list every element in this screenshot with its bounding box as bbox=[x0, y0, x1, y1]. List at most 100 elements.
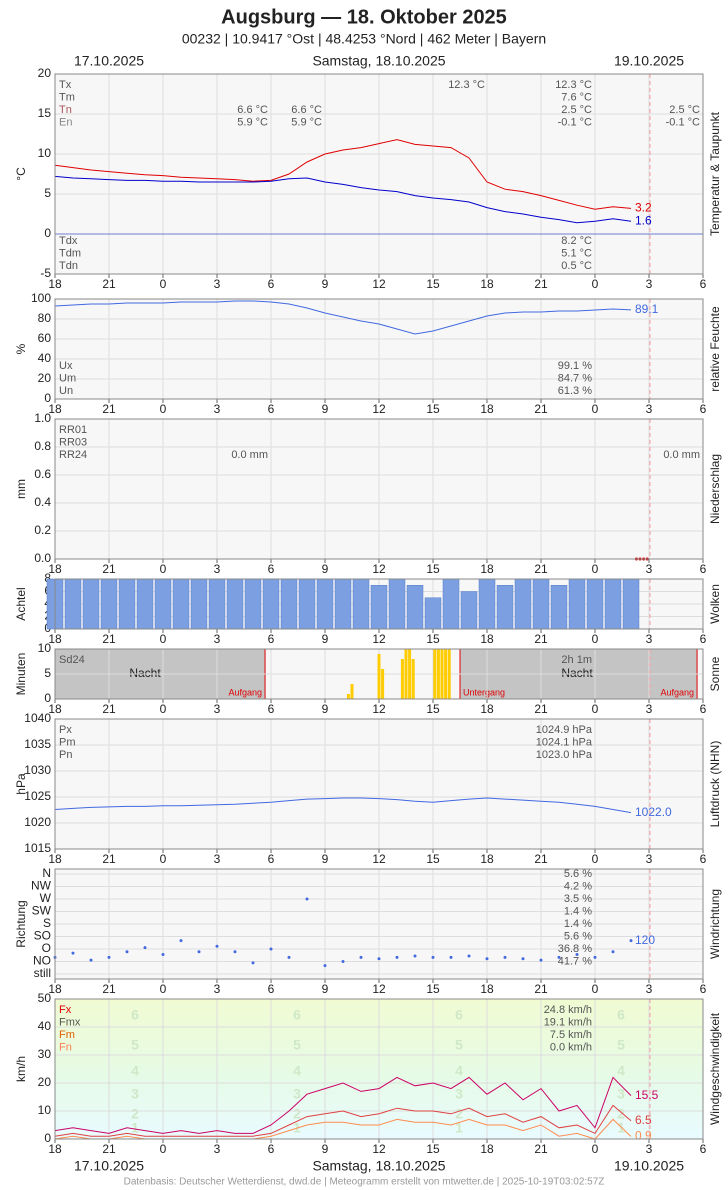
y-tick-label: 10 bbox=[38, 146, 52, 160]
stat-value: 2.5 °C bbox=[669, 104, 700, 116]
x-tick-label: 21 bbox=[534, 982, 548, 996]
bar bbox=[440, 649, 444, 699]
x-tick-label: 3 bbox=[214, 852, 221, 866]
date-label: 17.10.2025 bbox=[74, 1158, 144, 1174]
side-label: Windrichtung bbox=[708, 889, 722, 959]
stat-label: Tn bbox=[59, 104, 72, 116]
point bbox=[179, 939, 183, 943]
series-line bbox=[54, 1104, 632, 1137]
stat-value: 5.9 °C bbox=[291, 116, 322, 128]
bar bbox=[604, 578, 622, 630]
x-tick-label: 18 bbox=[48, 1142, 62, 1156]
stat-label: Px bbox=[59, 724, 72, 736]
end-value-label: 1.6 bbox=[635, 213, 652, 227]
point bbox=[305, 897, 309, 901]
stat-value: 19.1 km/h bbox=[544, 1016, 592, 1028]
y-tick-label: 10 bbox=[38, 1103, 52, 1117]
point bbox=[467, 954, 471, 958]
date-label: 19.10.2025 bbox=[614, 1158, 684, 1174]
bar bbox=[334, 578, 352, 630]
stat-label: Fm bbox=[59, 1029, 75, 1041]
bar bbox=[172, 578, 190, 630]
x-tick-label: 18 bbox=[480, 1142, 494, 1156]
stat-label: Sd24 bbox=[59, 654, 85, 666]
y-tick-label: 0.6 bbox=[34, 467, 51, 481]
x-tick-label: 0 bbox=[160, 982, 167, 996]
direction-share: 41.7 % bbox=[558, 955, 592, 967]
plot-frame bbox=[54, 998, 704, 1140]
beaufort-label: 4 bbox=[293, 1063, 301, 1079]
x-tick-label: 21 bbox=[534, 277, 548, 291]
stat-value: 84.7 % bbox=[558, 372, 592, 384]
y-tick-label: 100 bbox=[31, 291, 51, 305]
sun-event-label: Untergang bbox=[463, 687, 505, 697]
point bbox=[611, 950, 615, 954]
y-tick-label: 0.8 bbox=[34, 439, 51, 453]
bar bbox=[262, 578, 280, 630]
stat-label: Fx bbox=[59, 1004, 72, 1016]
x-tick-label: 9 bbox=[322, 562, 329, 576]
side-label: Niederschlag bbox=[708, 454, 722, 524]
stat-value: 8.2 °C bbox=[561, 235, 592, 247]
beaufort-label: 6 bbox=[293, 1007, 301, 1023]
y-tick-label: 0 bbox=[44, 1131, 51, 1145]
x-tick-label: 3 bbox=[214, 702, 221, 716]
y-tick-label: 15 bbox=[38, 106, 52, 120]
footer: Datenbasis: Deutscher Wetterdienst, dwd.… bbox=[124, 1177, 605, 1188]
x-tick-label: 21 bbox=[102, 402, 116, 416]
x-tick-label: 3 bbox=[646, 632, 653, 646]
x-tick-label: 21 bbox=[534, 402, 548, 416]
end-value-label: 15.5 bbox=[635, 1088, 659, 1102]
beaufort-label: 2 bbox=[131, 1106, 139, 1122]
x-tick-label: 18 bbox=[480, 277, 494, 291]
series-line bbox=[54, 1076, 632, 1134]
point bbox=[287, 955, 291, 959]
series-line bbox=[54, 175, 632, 224]
y-tick-label: 5 bbox=[44, 666, 51, 680]
x-tick-label: 18 bbox=[48, 277, 62, 291]
x-tick-label: 18 bbox=[480, 852, 494, 866]
x-tick-label: 21 bbox=[102, 1142, 116, 1156]
bar bbox=[400, 659, 404, 699]
y-tick-label: still bbox=[34, 966, 51, 980]
stat-label: Ux bbox=[59, 360, 73, 372]
stat-value: 7.6 °C bbox=[561, 91, 592, 103]
x-tick-label: 15 bbox=[426, 277, 440, 291]
stat-value: 0.5 °C bbox=[561, 260, 592, 272]
night-label: Nacht bbox=[129, 666, 161, 680]
bar bbox=[532, 578, 550, 630]
end-value-label: 1022.0 bbox=[635, 805, 672, 819]
y-tick-label: NW bbox=[31, 879, 52, 893]
y-tick-label: 1025 bbox=[24, 789, 51, 803]
y-tick-label: SO bbox=[34, 929, 51, 943]
x-tick-label: 0 bbox=[160, 562, 167, 576]
x-tick-label: 0 bbox=[592, 982, 599, 996]
bar bbox=[586, 578, 604, 630]
stat-value: -0.1 °C bbox=[558, 116, 592, 128]
x-tick-label: 6 bbox=[268, 982, 275, 996]
bar bbox=[82, 578, 100, 630]
stat-label: RR24 bbox=[59, 449, 87, 461]
point bbox=[431, 955, 435, 959]
x-tick-label: 3 bbox=[214, 277, 221, 291]
x-tick-label: 0 bbox=[592, 852, 599, 866]
side-label: relative Feuchte bbox=[708, 306, 722, 392]
x-tick-label: 21 bbox=[534, 632, 548, 646]
beaufort-label: 1 bbox=[131, 1120, 139, 1136]
x-tick-label: 3 bbox=[214, 562, 221, 576]
plot-frame bbox=[54, 73, 704, 275]
stat-label: RR03 bbox=[59, 436, 87, 448]
x-tick-label: 15 bbox=[426, 982, 440, 996]
beaufort-label: 4 bbox=[455, 1063, 463, 1079]
x-tick-label: 6 bbox=[268, 402, 275, 416]
y-tick-label: 0 bbox=[44, 226, 51, 240]
y-tick-label: N bbox=[42, 866, 51, 880]
point bbox=[341, 960, 345, 963]
stat-value: 6.6 °C bbox=[291, 104, 322, 116]
beaufort-label: 5 bbox=[455, 1037, 463, 1053]
x-tick-label: 18 bbox=[480, 402, 494, 416]
stat-label: Tdx bbox=[59, 235, 78, 247]
end-value-label: 0.9 bbox=[635, 1129, 652, 1143]
x-tick-label: 18 bbox=[48, 702, 62, 716]
y-tick-label: 1030 bbox=[24, 763, 51, 777]
